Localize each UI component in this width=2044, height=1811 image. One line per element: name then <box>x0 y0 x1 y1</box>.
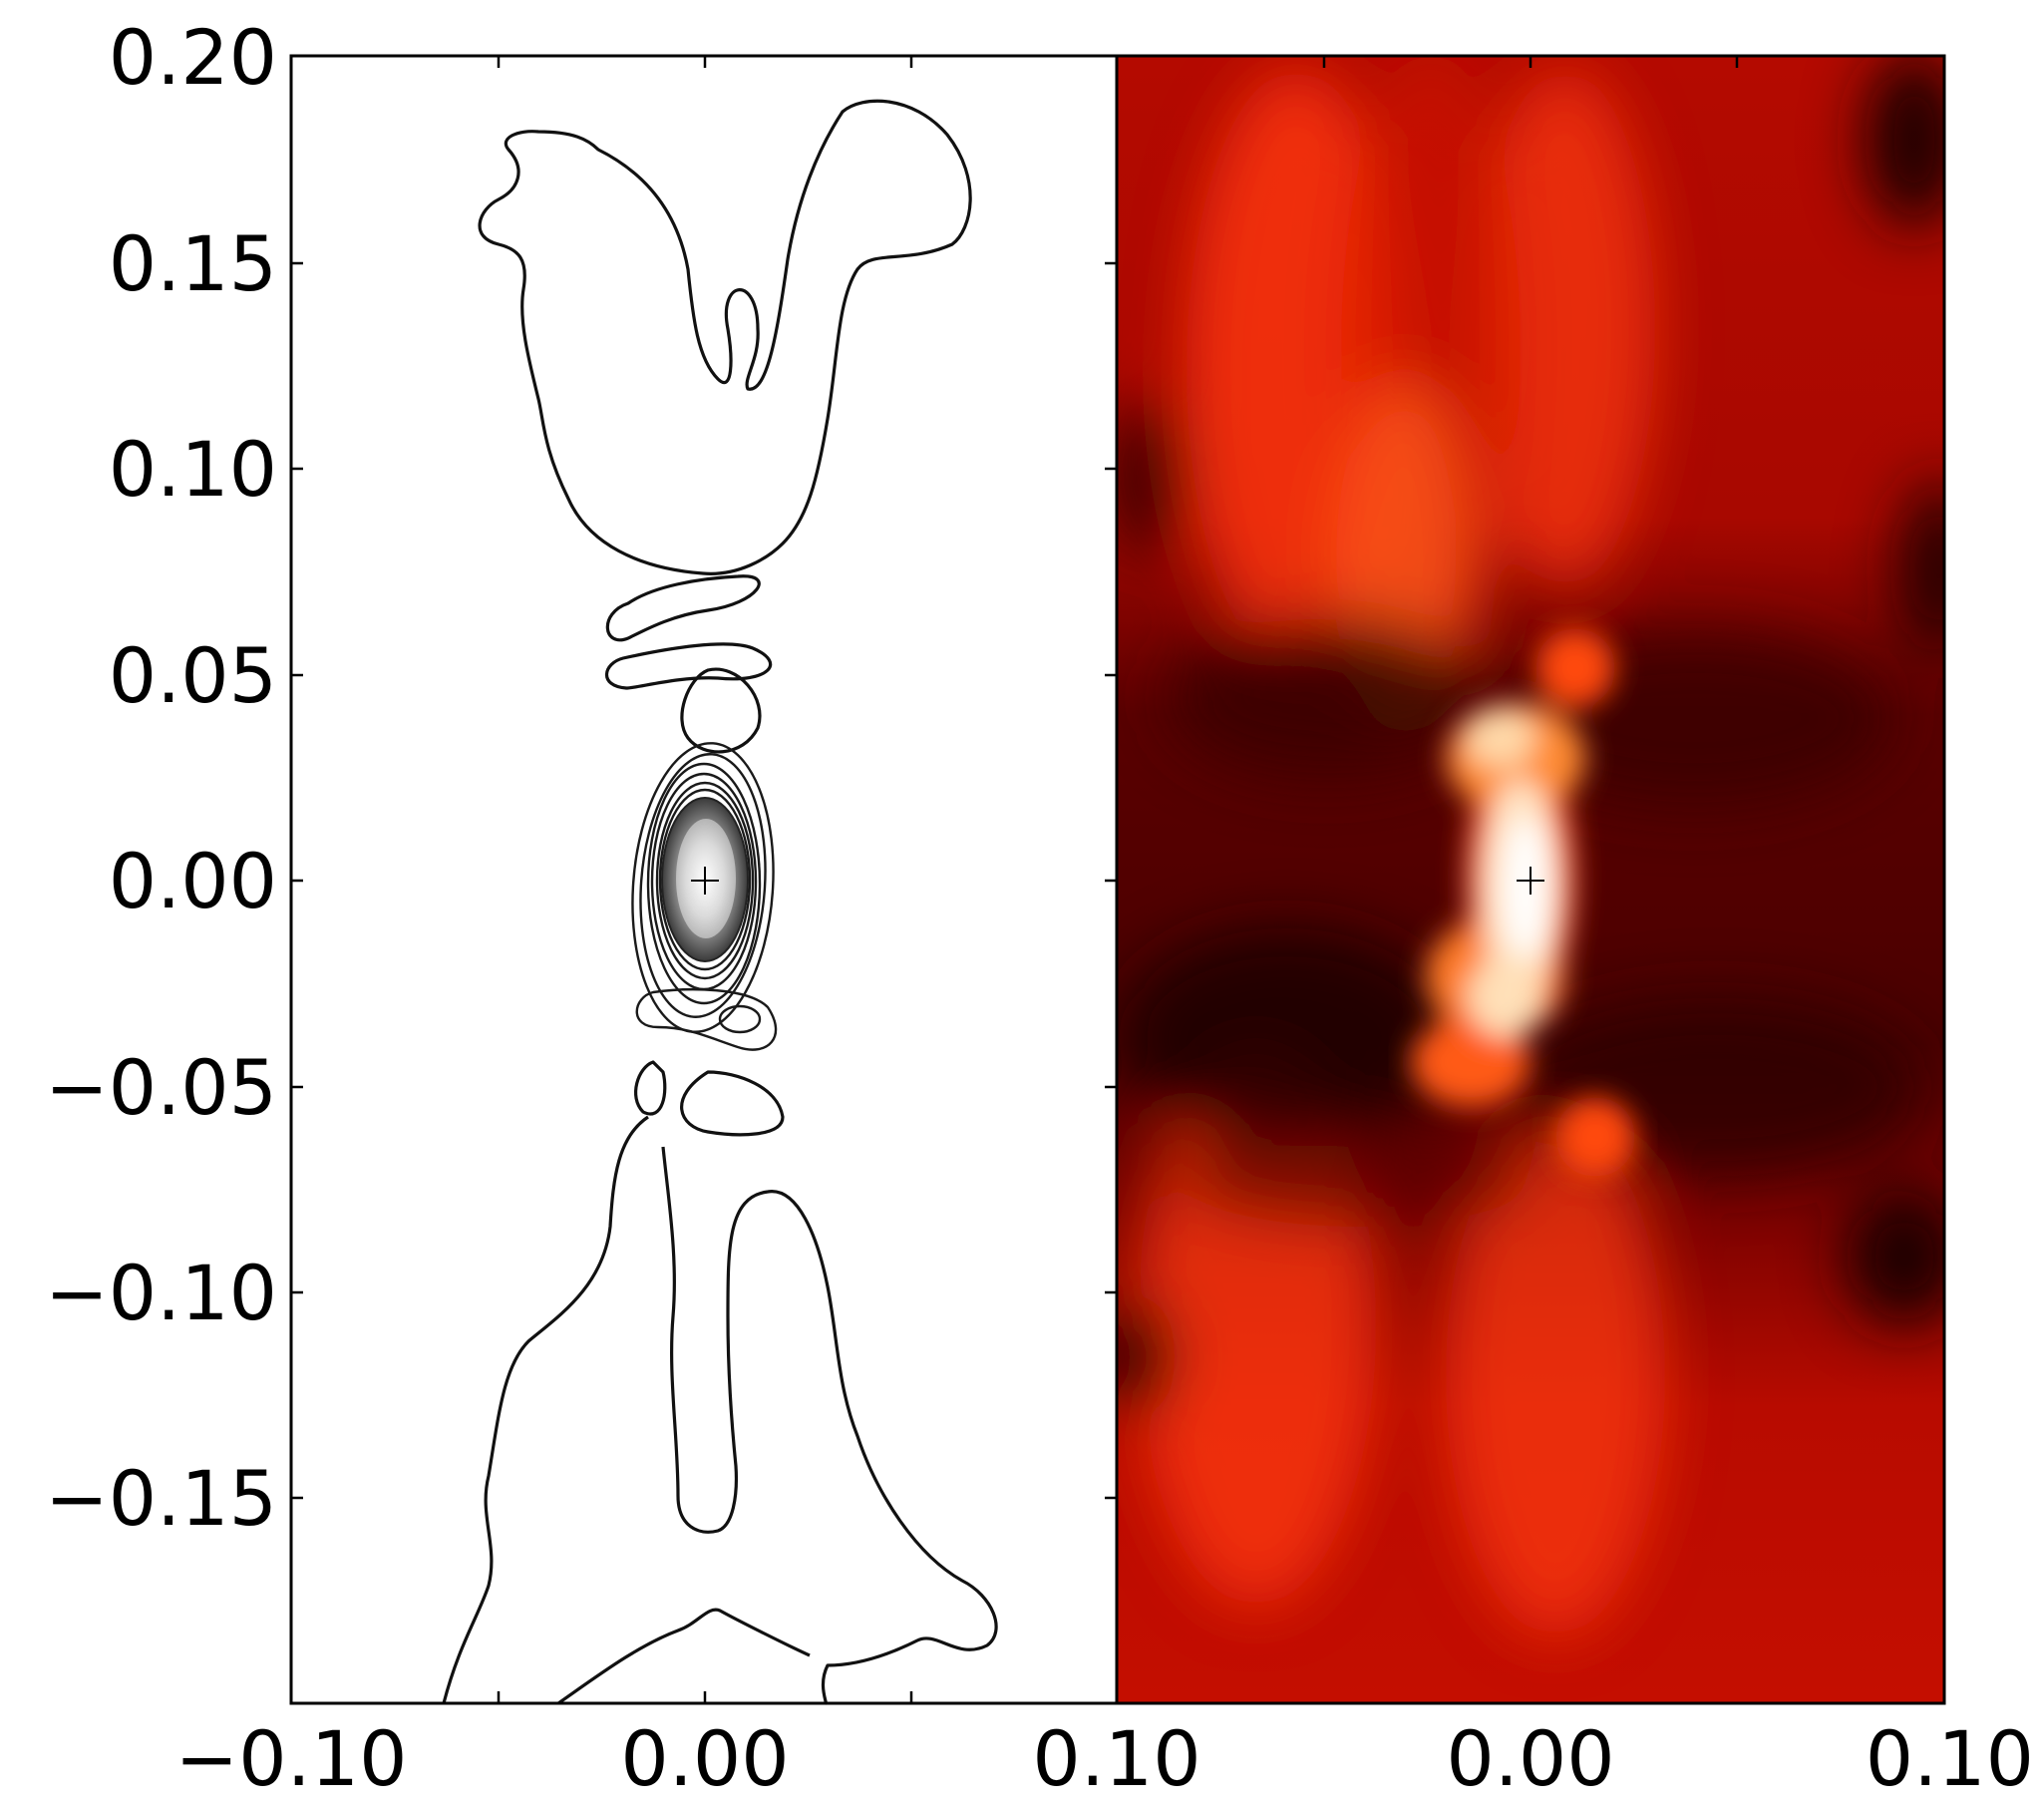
x-tick-label: 0.00 <box>1446 1714 1614 1803</box>
y-tick-label: −0.15 <box>45 1454 277 1543</box>
contour-bottom-arc <box>557 1608 811 1705</box>
y-tick-label: 0.05 <box>109 631 277 720</box>
left-panel <box>291 56 1117 1705</box>
contour-lower-wiggle-2 <box>680 1070 785 1137</box>
x-tick-label: 0.10 <box>1032 1714 1200 1803</box>
contour-lower-wiggle-1 <box>633 1060 667 1116</box>
x-tick-label: 0.00 <box>620 1714 789 1803</box>
y-tick-label: 0.00 <box>109 837 277 925</box>
y-tick-label: 0.15 <box>109 219 277 308</box>
right-center-marker <box>1517 867 1544 895</box>
x-tick-label: 0.10 <box>1866 1714 2034 1803</box>
y-tick-labels: 0.20 0.15 0.10 0.05 0.00 −0.05 −0.10 −0.… <box>45 13 277 1543</box>
right-panel <box>1117 56 1944 1703</box>
contour-wiggle-1 <box>605 574 761 642</box>
contour-wiggle-2 <box>605 642 773 690</box>
x-tick-label: −0.10 <box>175 1714 408 1803</box>
contour-outer-top <box>478 99 972 575</box>
contour-outer-bottom-2 <box>661 1146 998 1705</box>
x-tick-labels: −0.10 0.00 0.10 0.00 0.10 <box>175 1714 2034 1803</box>
heatmap-hot-core <box>1411 628 1635 1177</box>
y-tick-label: −0.10 <box>45 1249 277 1337</box>
y-tick-label: 0.10 <box>109 425 277 514</box>
y-tick-label: 0.20 <box>109 13 277 102</box>
left-center-marker <box>691 867 719 895</box>
contour-outer-bottom <box>442 1115 649 1704</box>
contour-wiggle-3 <box>680 667 762 754</box>
y-tick-label: −0.05 <box>45 1043 277 1132</box>
heatmap-structure <box>1117 56 1944 1635</box>
tick-marks <box>291 56 1739 1703</box>
